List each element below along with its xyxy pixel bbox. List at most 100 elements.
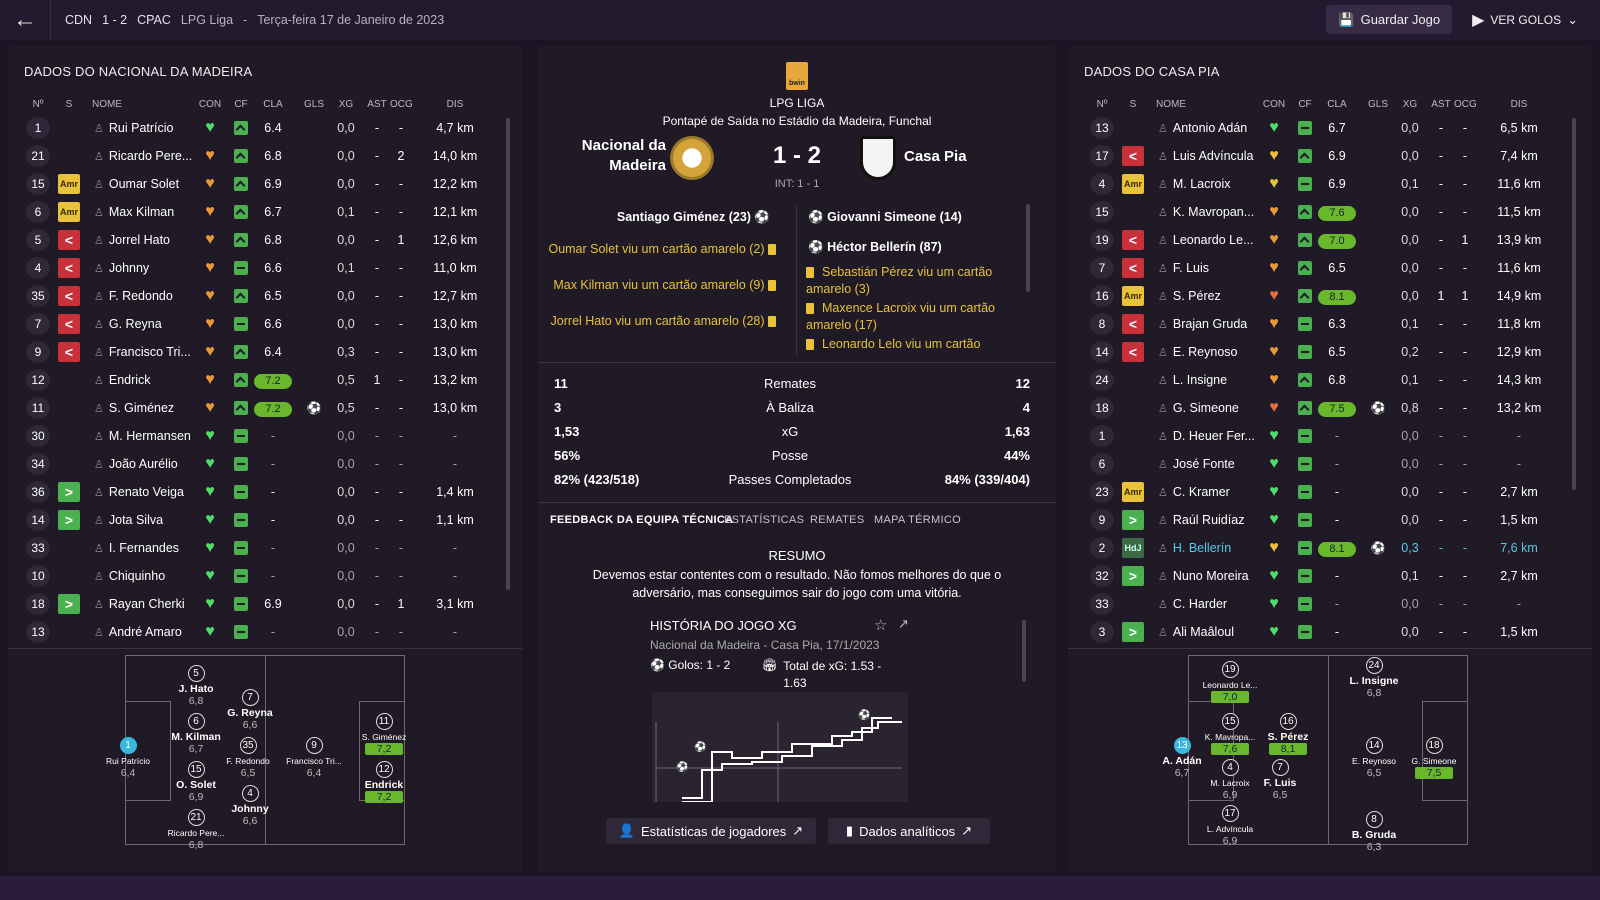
- table-row[interactable]: 13 ♙ Antonio Adán ♥ 6.7 0,0 - - 6,5 km: [1068, 114, 1592, 142]
- col-header[interactable]: GLS: [1367, 99, 1388, 110]
- table-row[interactable]: 7 < ♙ G. Reyna ♥ 6.6 0,0 - - 13,0 km: [8, 310, 522, 338]
- lineup-player[interactable]: 6 M. Kilman 6,7: [151, 713, 241, 755]
- player-name[interactable]: ♙ Ricardo Pere...: [94, 149, 193, 163]
- lineup-player[interactable]: 21 Ricardo Pere... 6,8: [151, 809, 241, 851]
- table-row[interactable]: 16 Amr ♙ S. Pérez ♥ 8.1 0,0 1 1 14,9 km: [1068, 282, 1592, 310]
- table-row[interactable]: 6 Amr ♙ Max Kilman ♥ 6.7 0,1 - - 12,1 km: [8, 198, 522, 226]
- table-row[interactable]: 21 ♙ Ricardo Pere... ♥ 6.8 0,0 - 2 14,0 km: [8, 142, 522, 170]
- player-name[interactable]: ♙ G. Reyna: [94, 317, 162, 331]
- save-game-button[interactable]: 💾 Guardar Jogo: [1326, 5, 1453, 34]
- player-name[interactable]: ♙ I. Fernandes: [94, 541, 180, 555]
- tab-remates[interactable]: REMATES: [810, 514, 865, 526]
- expand-icon[interactable]: ↗: [898, 616, 909, 631]
- away-scrollbar[interactable]: [1572, 118, 1576, 490]
- table-row[interactable]: 9 < ♙ Francisco Tri... ♥ 6.4 0,3 - - 13,0 km: [8, 338, 522, 366]
- table-row[interactable]: 23 Amr ♙ C. Kramer ♥ - 0,0 - - 2,7 km: [1068, 478, 1592, 506]
- lineup-player[interactable]: 15 O. Solet 6,9: [151, 761, 241, 803]
- player-name[interactable]: ♙ Max Kilman: [94, 205, 175, 219]
- col-header[interactable]: GLS: [303, 99, 324, 110]
- table-row[interactable]: 12 ♙ Endrick ♥ 7.2 0,5 1 - 13,2 km: [8, 366, 522, 394]
- col-header[interactable]: NOME: [92, 99, 122, 110]
- player-name[interactable]: ♙ Jorrel Hato: [94, 233, 171, 247]
- table-row[interactable]: 18 ♙ G. Simeone ♥ 7.5 ⚽ 0,8 - - 13,2 km: [1068, 394, 1592, 422]
- col-header[interactable]: CF: [1298, 99, 1312, 110]
- events-scrollbar[interactable]: [1026, 204, 1030, 292]
- player-name[interactable]: ♙ D. Heuer Fer...: [1158, 429, 1255, 443]
- lineup-player[interactable]: 7 F. Luis 6,5: [1235, 759, 1325, 801]
- table-row[interactable]: 6 ♙ José Fonte ♥ - 0,0 - - -: [1068, 450, 1592, 478]
- player-name[interactable]: ♙ Leonardo Le...: [1158, 233, 1254, 247]
- table-row[interactable]: 14 < ♙ E. Reynoso ♥ 6.5 0,2 - - 12,9 km: [1068, 338, 1592, 366]
- player-name[interactable]: ♙ S. Giménez: [94, 401, 175, 415]
- player-name[interactable]: ♙ André Amaro: [94, 625, 182, 639]
- player-name[interactable]: ♙ C. Kramer: [1158, 485, 1230, 499]
- table-row[interactable]: 5 < ♙ Jorrel Hato ♥ 6.8 0,0 - 1 12,6 km: [8, 226, 522, 254]
- lineup-player[interactable]: 24 L. Insigne 6,8: [1329, 657, 1419, 699]
- table-row[interactable]: 10 ♙ Chiquinho ♥ - 0,0 - - -: [8, 562, 522, 590]
- table-row[interactable]: 14 > ♙ Jota Silva ♥ - 0,0 - - 1,1 km: [8, 506, 522, 534]
- player-name[interactable]: ♙ M. Lacroix: [1158, 177, 1231, 191]
- lineup-player[interactable]: 17 L. Advíncula 6,9: [1185, 805, 1275, 847]
- player-name[interactable]: ♙ João Aurélio: [94, 457, 178, 471]
- back-arrow-icon[interactable]: ←: [13, 6, 37, 33]
- table-row[interactable]: 7 < ♙ F. Luis ♥ 6.5 0,0 - - 11,6 km: [1068, 254, 1592, 282]
- lineup-player[interactable]: 7 G. Reyna 6,6: [205, 689, 295, 731]
- lineup-player[interactable]: 4 M. Lacroix 6,9: [1185, 759, 1275, 801]
- tab-mapa-térmico[interactable]: MAPA TÉRMICO: [874, 514, 961, 526]
- col-header[interactable]: OCG: [1454, 99, 1477, 110]
- player-name[interactable]: ♙ Rayan Cherki: [94, 597, 185, 611]
- table-row[interactable]: 33 ♙ I. Fernandes ♥ - 0,0 - - -: [8, 534, 522, 562]
- player-name[interactable]: ♙ Raúl Ruidíaz: [1158, 513, 1245, 527]
- table-row[interactable]: 32 > ♙ Nuno Moreira ♥ - 0,1 - - 2,7 km: [1068, 562, 1592, 590]
- player-name[interactable]: ♙ Endrick: [94, 373, 151, 387]
- lineup-player[interactable]: 14 E. Reynoso 6,5: [1329, 737, 1419, 779]
- player-name[interactable]: ♙ G. Simeone: [1158, 401, 1239, 415]
- player-name[interactable]: ♙ Chiquinho: [94, 569, 166, 583]
- player-name[interactable]: ♙ F. Luis: [1158, 261, 1210, 275]
- lineup-player[interactable]: 5 J. Hato 6,8: [151, 665, 241, 707]
- lineup-player[interactable]: 12 Endrick 7,2: [339, 761, 429, 804]
- table-row[interactable]: 1 ♙ D. Heuer Fer... ♥ - 0,0 - - -: [1068, 422, 1592, 450]
- lineup-player[interactable]: 8 B. Gruda 6,3: [1329, 811, 1419, 853]
- player-name[interactable]: ♙ K. Mavropan...: [1158, 205, 1255, 219]
- table-row[interactable]: 17 < ♙ Luis Advíncula ♥ 6.9 0,0 - - 7,4 km: [1068, 142, 1592, 170]
- table-row[interactable]: 9 > ♙ Raúl Ruidíaz ♥ - 0,0 - - 1,5 km: [1068, 506, 1592, 534]
- col-header[interactable]: DIS: [446, 99, 464, 110]
- away-team-name[interactable]: Casa Pia: [904, 148, 967, 165]
- col-header[interactable]: Nº: [1096, 99, 1108, 110]
- lineup-player[interactable]: 9 Francisco Tri... 6,4: [269, 737, 359, 779]
- table-row[interactable]: 1 ♙ Rui Patrício ♥ 6.4 0,0 - - 4,7 km: [8, 114, 522, 142]
- col-header[interactable]: CLA: [1327, 99, 1347, 110]
- player-name[interactable]: ♙ F. Redondo: [94, 289, 173, 303]
- col-header[interactable]: S: [1129, 99, 1137, 110]
- table-row[interactable]: 36 > ♙ Renato Veiga ♥ - 0,0 - - 1,4 km: [8, 478, 522, 506]
- lineup-player[interactable]: 18 G. Simeone 7,5: [1389, 737, 1479, 780]
- home-team-name[interactable]: Nacional da Madeira: [581, 137, 666, 174]
- col-header[interactable]: OCG: [390, 99, 413, 110]
- player-name[interactable]: ♙ E. Reynoso: [1158, 345, 1238, 359]
- table-row[interactable]: 18 > ♙ Rayan Cherki ♥ 6.9 0,0 - 1 3,1 km: [8, 590, 522, 618]
- player-name[interactable]: ♙ Johnny: [94, 261, 150, 275]
- table-row[interactable]: 2 HdJ ♙ H. Bellerín ♥ 8.1 ⚽ 0,3 - - 7,6 km: [1068, 534, 1592, 562]
- lineup-player[interactable]: 4 Johnny 6,6: [205, 785, 295, 827]
- col-header[interactable]: XG: [338, 99, 354, 110]
- tab-estatísticas[interactable]: ESTATÍSTICAS: [724, 514, 805, 526]
- lineup-player[interactable]: 13 A. Adán 6,7: [1137, 737, 1227, 779]
- table-row[interactable]: 15 Amr ♙ Oumar Solet ♥ 6.9 0,0 - - 12,2 km: [8, 170, 522, 198]
- player-name[interactable]: ♙ Brajan Gruda: [1158, 317, 1248, 331]
- lineup-player[interactable]: 19 Leonardo Le... 7,0: [1185, 661, 1275, 704]
- col-header[interactable]: CON: [198, 99, 222, 110]
- player-name[interactable]: ♙ Antonio Adán: [1158, 121, 1248, 135]
- lineup-player[interactable]: 16 S. Pérez 8,1: [1243, 713, 1333, 756]
- col-header[interactable]: NOME: [1156, 99, 1186, 110]
- col-header[interactable]: XG: [1402, 99, 1418, 110]
- col-header[interactable]: CF: [234, 99, 248, 110]
- lineup-player[interactable]: 1 Rui Patrício 6,4: [83, 737, 173, 779]
- col-header[interactable]: S: [65, 99, 73, 110]
- player-name[interactable]: ♙ H. Bellerín: [1158, 541, 1232, 555]
- player-name[interactable]: ♙ L. Insigne: [1158, 373, 1228, 387]
- lineup-player[interactable]: 35 F. Redondo 6,5: [203, 737, 293, 779]
- table-row[interactable]: 30 ♙ M. Hermansen ♥ - 0,0 - - -: [8, 422, 522, 450]
- tab-feedback-da-equipa-técnica[interactable]: FEEDBACK DA EQUIPA TÉCNICA: [550, 514, 734, 526]
- lineup-player[interactable]: 15 K. Mavropa... 7,6: [1185, 713, 1275, 756]
